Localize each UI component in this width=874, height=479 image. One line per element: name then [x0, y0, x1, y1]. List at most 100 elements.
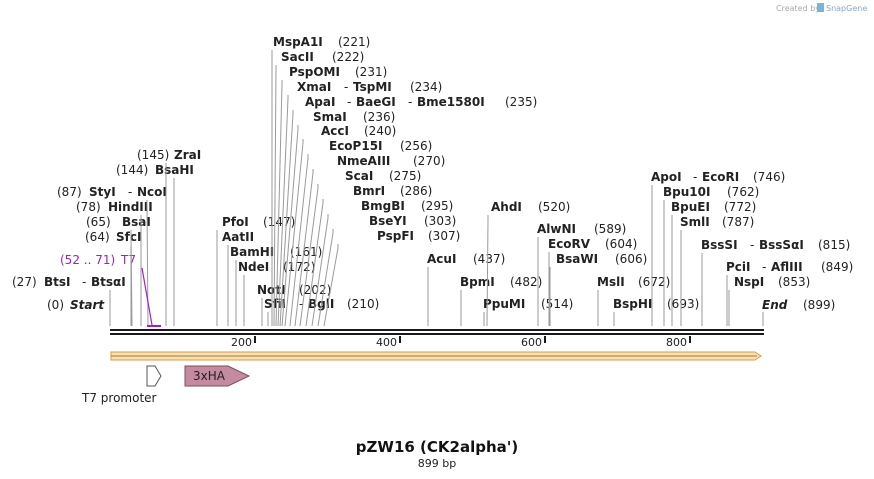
enzyme-bpmi-label: BpmI: [460, 275, 495, 289]
backbone-bottom-strand: [110, 333, 764, 335]
enzyme-msli-label: MslI: [597, 275, 625, 289]
enzyme-nmeaiii-label: NmeAIII: [337, 154, 390, 168]
tag-3xha-label: 3xHA: [193, 369, 226, 383]
enzyme-noti-label: NotI: [257, 283, 286, 297]
enzyme-hindiii-position: (78): [76, 200, 101, 214]
enzyme-apai-cut-line: [279, 113, 294, 327]
enzyme-bmri-cut-line: [305, 202, 324, 327]
enzyme-pspomi-position: (231): [355, 65, 387, 79]
enzyme-btsi-isoschizomer-label: BtsαI: [91, 275, 126, 289]
enzyme-scai-label: ScaI: [345, 169, 373, 183]
t7-site-line: [141, 267, 153, 326]
enzyme-btsi-position: (27): [12, 275, 37, 289]
enzyme-mspa1i-position: (221): [338, 35, 370, 49]
enzyme-bmgbi-label: BmgBI: [361, 199, 405, 213]
enzyme-bpmi-position: (482): [510, 275, 542, 289]
enzyme-nmeaiii-cut-line: [294, 172, 314, 327]
enzyme-bamhi-label: BamHI: [230, 245, 274, 259]
enzyme-bmri-label: BmrI: [353, 184, 385, 198]
enzyme-scai-position: (275): [389, 169, 421, 183]
enzyme-pcii-label: PciI: [726, 260, 751, 274]
enzyme-pfoi-position: (147): [263, 215, 295, 229]
t7-promoter-label: T7 promoter: [81, 391, 157, 405]
enzyme-zrai-position: (145): [137, 148, 169, 162]
enzyme-pspfi-cut-line: [323, 247, 339, 327]
enzyme-acui-label: AcuI: [427, 252, 456, 266]
enzyme-bpu10i-label: Bpu10I: [663, 185, 710, 199]
enzyme-apoi-position: (746): [753, 170, 785, 184]
enzyme-aatii-label: AatII: [222, 230, 254, 244]
enzyme-bsai-cut-line: [130, 233, 133, 327]
enzyme-bmri-position: (286): [400, 184, 432, 198]
enzyme-styi-isoschizomer-label: NcoI: [137, 185, 167, 199]
enzyme-acui-position: (437): [473, 252, 505, 266]
enzyme-ecop15i-cut-line: [289, 157, 309, 327]
enzyme-apai-isoschizomer-label-2: Bme1580I: [417, 95, 485, 109]
enzyme-bmgbi-position: (295): [421, 199, 453, 213]
enzyme-apai-separator-2: -: [408, 95, 412, 109]
tick-label-600: 600: [521, 336, 542, 349]
enzyme-bsssi-separator: -: [750, 238, 754, 252]
plasmid-length: 899 bp: [418, 457, 456, 470]
enzyme-apoi-isoschizomer-label: EcoRI: [702, 170, 739, 184]
enzyme-apai-isoschizomer-label: BaeGI: [356, 95, 396, 109]
enzyme-styi-separator: -: [128, 185, 132, 199]
enzyme-smli-position: (787): [722, 215, 754, 229]
enzyme-styi-position: (87): [57, 185, 82, 199]
enzyme-bsai-label: BsaI: [122, 215, 151, 229]
enzyme-sfii-position: (210): [347, 297, 379, 311]
enzyme-bsphi-position: (693): [667, 297, 699, 311]
enzyme-bpuei-position: (772): [724, 200, 756, 214]
enzyme-scai-cut-line: [299, 187, 319, 327]
enzyme-xmai-cut-line: [277, 98, 289, 327]
enzyme-pspfi-position: (307): [428, 229, 460, 243]
enzyme-nmeaiii-position: (270): [413, 154, 445, 168]
enzyme-smai-label: SmaI: [313, 110, 347, 124]
t7-site-label: T7: [120, 253, 136, 267]
enzyme-bsawi-label: BsaWI: [556, 252, 598, 266]
enzyme-bsahi-label: BsaHI: [155, 163, 194, 177]
enzyme-smli-label: SmlI: [680, 215, 710, 229]
enzyme-ahdi-label: AhdI: [491, 200, 522, 214]
t7-site-range: (52 .. 71): [60, 253, 115, 267]
enzyme-bamhi-position: (161): [290, 245, 322, 259]
enzyme-bsssi-isoschizomer-label: BssSαI: [759, 238, 804, 252]
enzyme-ahdi-position: (520): [538, 200, 570, 214]
plasmid-title: pZW16 (CK2alpha'): [356, 438, 518, 456]
enzyme-zrai-label: ZraI: [174, 148, 201, 162]
backbone-top-strand: [110, 329, 764, 331]
enzyme-pspomi-label: PspOMI: [289, 65, 340, 79]
enzyme-bpu10i-position: (762): [727, 185, 759, 199]
enzyme-hindiii-label: HindIII: [108, 200, 153, 214]
enzyme-sfci-position: (64): [85, 230, 110, 244]
enzyme-apai-label: ApaI: [305, 95, 335, 109]
enzyme-ndei-label: NdeI: [238, 260, 269, 274]
enzyme-bsssi-position: (815): [818, 238, 850, 252]
enzyme-bseyi-position: (303): [424, 214, 456, 228]
enzyme-mspa1i-label: MspA1I: [273, 35, 323, 49]
enzyme-apai-separator: -: [347, 95, 351, 109]
enzyme-acci-label: AccI: [321, 124, 349, 138]
enzyme-alwni-position: (589): [594, 222, 626, 236]
credit-text: Created by: [776, 4, 820, 13]
enzyme-ecop15i-position: (256): [400, 139, 432, 153]
enzyme-bsssi-label: BssSI: [701, 238, 738, 252]
enzyme-bseyi-label: BseYI: [369, 214, 407, 228]
tick-label-200: 200: [231, 336, 252, 349]
enzyme-sacii-position: (222): [332, 50, 364, 64]
enzyme-pspfi-label: PspFI: [377, 229, 414, 243]
enzyme-acci-cut-line: [284, 142, 304, 327]
cut-site-lines: [109, 50, 764, 327]
credit-brand: SnapGene: [826, 4, 867, 13]
enzyme-pcii-position: (849): [821, 260, 853, 274]
enzyme-styi-label: StyI: [89, 185, 116, 199]
end-position: (899): [803, 298, 835, 312]
enzyme-alwni-label: AlwNI: [537, 222, 576, 236]
enzyme-pspomi-cut-line: [275, 83, 283, 327]
enzyme-btsi-label: BtsI: [44, 275, 71, 289]
enzyme-xmai-separator: -: [344, 80, 348, 94]
enzyme-pfoi-label: PfoI: [222, 215, 249, 229]
enzyme-sacii-label: SacII: [281, 50, 314, 64]
enzyme-pcii-isoschizomer-label: AflIII: [771, 260, 803, 274]
